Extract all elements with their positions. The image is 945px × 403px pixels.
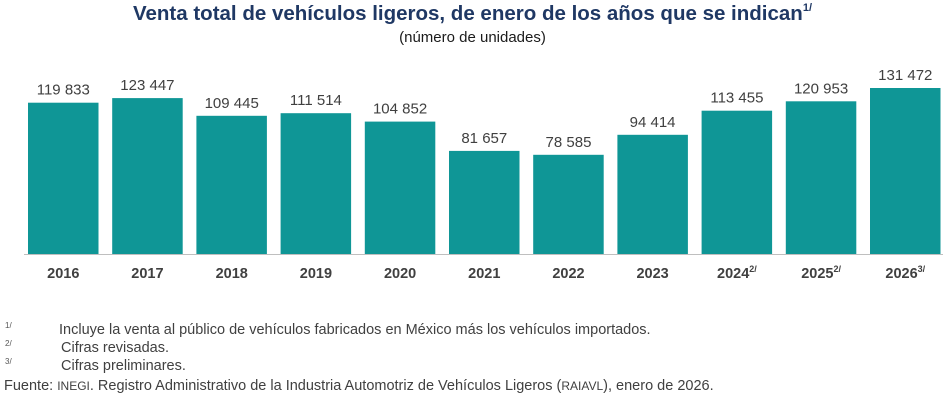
tick-label-2024: 20242/ (717, 264, 757, 282)
tick-label-2022: 2022 (552, 266, 584, 282)
footnote-1: 1/ Incluye la venta al público de vehícu… (0, 321, 945, 340)
data-label-2022: 78 585 (546, 134, 592, 151)
data-label-2023: 94 414 (630, 114, 676, 131)
tick-label-2018: 2018 (216, 266, 248, 282)
chart-title-text: Venta total de vehículos ligeros, de ene… (132, 2, 803, 25)
tick-label-2020: 2020 (384, 266, 416, 282)
bar-2024 (701, 110, 773, 254)
data-label-2021: 81 657 (461, 130, 507, 147)
footnote-mark: 3/ (5, 357, 12, 366)
data-label-2018: 109 445 (205, 95, 259, 112)
tick-label-2017: 2017 (131, 266, 163, 282)
bar-2019 (280, 113, 352, 254)
source-abbr: RAIAVL (561, 379, 604, 393)
data-label-2026: 131 472 (878, 67, 932, 84)
data-label-2016: 119 833 (37, 82, 90, 99)
footnote-text: Cifras preliminares. (61, 358, 186, 374)
footnotes: 1/ Incluye la venta al público de vehícu… (0, 321, 945, 376)
footnote-mark: 1/ (5, 321, 12, 330)
source-prefix: Fuente: (4, 378, 58, 394)
footnote-text: Cifras revisadas. (61, 340, 169, 356)
bar-chart: 119 833 2016 123 447 2017 109 445 2018 111 514… (24, 67, 943, 282)
chart-subtitle: (número de unidades) (399, 29, 546, 46)
footnote-2: 2/ Cifras revisadas. (0, 339, 945, 358)
data-label-2019: 111 514 (290, 92, 342, 109)
bar-2016 (28, 102, 99, 254)
tick-label-2025: 20252/ (801, 264, 841, 282)
source-suffix: ), enero de 2026. (603, 378, 714, 394)
footnote-mark: 2/ (5, 339, 12, 348)
tick-label-2019: 2019 (300, 266, 332, 282)
bar-2017 (112, 98, 183, 254)
footnote-text: Incluye la venta al público de vehículos… (59, 322, 651, 338)
bar-2022 (533, 154, 604, 254)
bar-2023 (617, 134, 688, 254)
bar-2025 (785, 101, 857, 254)
data-label-2025: 120 953 (794, 80, 848, 97)
bar-2018 (196, 115, 267, 254)
tick-label-2026: 20263/ (885, 264, 925, 282)
title-footnote-mark: 1/ (802, 2, 813, 14)
source-middle: . Registro Administrativo de la Industri… (89, 378, 562, 394)
tick-label-2016: 2016 (47, 266, 79, 282)
tick-label-2021: 2021 (468, 266, 500, 282)
data-label-2024: 113 455 (710, 90, 763, 107)
source-line: Fuente: INEGI. Registro Administrativo d… (4, 378, 714, 394)
chart-title: Venta total de vehículos ligeros, de ene… (0, 2, 945, 26)
data-label-2020: 104 852 (373, 101, 427, 118)
tick-label-2023: 2023 (636, 266, 668, 282)
source-org: INEGI (57, 379, 90, 393)
bar-2020 (364, 121, 436, 254)
footnote-3: 3/ Cifras preliminares. (0, 357, 945, 376)
bar-2026 (870, 88, 941, 254)
bar-2021 (449, 150, 520, 254)
data-label-2017: 123 447 (120, 77, 174, 94)
